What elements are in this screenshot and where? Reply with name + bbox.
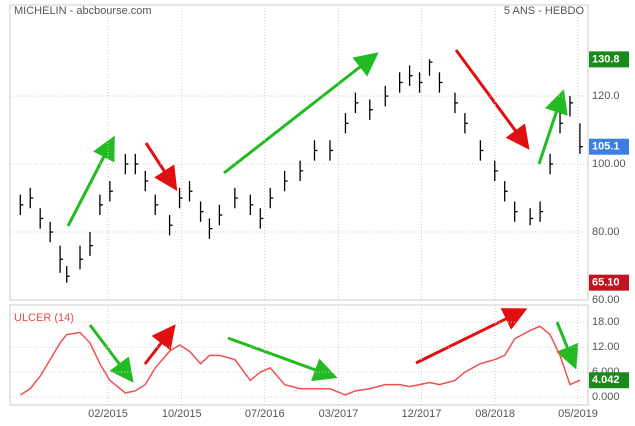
y-tick-label: 18.00 xyxy=(592,316,620,328)
y-tick-label: 80.00 xyxy=(592,226,620,238)
trend-arrows xyxy=(66,49,579,383)
x-tick-label: 03/2017 xyxy=(319,408,359,420)
value-badge-label: 4.042 xyxy=(592,374,620,386)
y-tick-label: 60.00 xyxy=(592,294,620,306)
arrow xyxy=(223,52,379,175)
chart-subtitle: 5 ANS - HEBDO xyxy=(504,5,585,17)
price-panel xyxy=(9,4,589,301)
x-tick-label: 12/2017 xyxy=(402,408,442,420)
arrow xyxy=(555,321,579,370)
y-tick-label: 0.000 xyxy=(592,391,620,403)
arrow xyxy=(537,89,568,165)
x-tick-label: 02/2015 xyxy=(88,408,128,420)
arrow xyxy=(143,324,176,365)
arrow xyxy=(227,336,338,382)
value-badge xyxy=(589,138,629,155)
indicator-line xyxy=(19,325,581,396)
value-badge-label: 65.10 xyxy=(592,277,620,289)
indicator-title: ULCER (14) xyxy=(14,312,74,324)
value-badge xyxy=(589,274,629,291)
indicator-panel xyxy=(9,304,589,406)
x-tick-label: 10/2015 xyxy=(162,408,202,420)
y-tick-label: 120.0 xyxy=(592,90,620,102)
arrow xyxy=(66,135,115,227)
value-badge xyxy=(589,51,629,68)
x-tick-label: 08/2018 xyxy=(475,408,515,420)
value-badge xyxy=(589,372,629,389)
value-badge-label: 105.1 xyxy=(592,141,620,153)
y-tick-label: 12.00 xyxy=(592,341,620,353)
value-badge-label: 130.8 xyxy=(592,53,620,65)
x-tick-label: 05/2019 xyxy=(558,408,598,420)
arrow xyxy=(454,49,530,150)
x-tick-label: 07/2016 xyxy=(245,408,285,420)
arrow xyxy=(415,308,528,365)
chart-title: MICHELIN - abcbourse.com xyxy=(14,5,152,17)
arrow xyxy=(88,324,134,383)
y-tick-label: 100.00 xyxy=(592,158,626,170)
